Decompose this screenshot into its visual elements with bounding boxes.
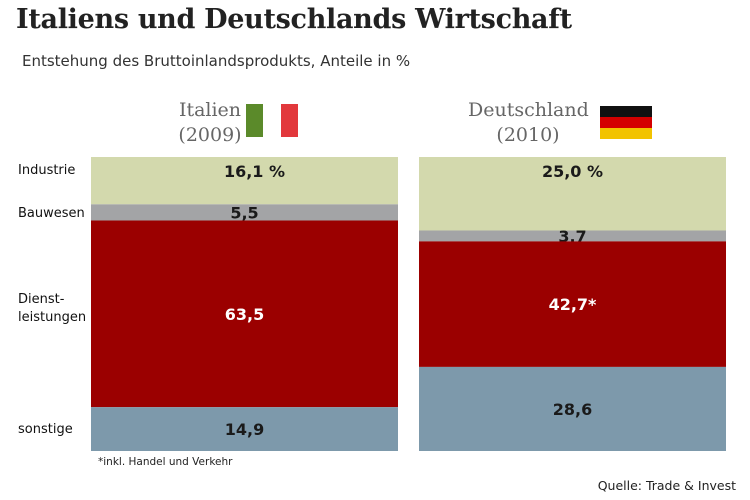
bar-segment-sonstige-1 — [419, 366, 726, 451]
country-header-deutschland: Deutschland (2010) — [468, 98, 589, 148]
data-label-dienstleistungen-0: 63,5 — [225, 305, 264, 324]
row-label-sonstige: sonstige — [18, 422, 73, 437]
data-label-dienstleistungen-1: 42,7* — [549, 295, 597, 314]
chart-title: Italiens und Deutschlands Wirtschaft — [16, 4, 572, 35]
row-label-dienstleistungen: Dienst- leistungen — [18, 292, 87, 325]
source-note: Quelle: Trade & Invest — [597, 478, 736, 493]
row-label-bauwesen: Bauwesen — [18, 206, 85, 221]
row-label-industrie: Industrie — [18, 163, 76, 178]
bar-segment-sonstige-0 — [91, 407, 398, 451]
data-label-industrie-0: 16,1 % — [224, 162, 285, 181]
data-label-sonstige-0: 14,9 — [225, 420, 264, 439]
bar-segment-bauwesen-0 — [91, 204, 398, 221]
bar-segment-bauwesen-1 — [419, 230, 726, 242]
data-label-sonstige-1: 28,6 — [553, 400, 592, 419]
bar-segment-industrie-0 — [91, 157, 398, 205]
bar-segment-dienstleistungen-0 — [91, 220, 398, 408]
country-year: (2010) — [496, 124, 560, 146]
bar-segment-dienstleistungen-1 — [419, 241, 726, 367]
country-name: Deutschland — [468, 99, 589, 121]
bar-segment-industrie-1 — [419, 157, 726, 231]
italy-flag-icon — [246, 104, 298, 137]
country-year: (2009) — [178, 124, 242, 146]
data-label-bauwesen-1: 3,7 — [558, 227, 586, 246]
footnote: *inkl. Handel und Verkehr — [98, 456, 233, 468]
data-label-industrie-1: 25,0 % — [542, 162, 603, 181]
data-label-bauwesen-0: 5,5 — [230, 203, 258, 222]
germany-flag-icon — [600, 106, 652, 139]
chart-subtitle: Entstehung des Bruttoinlandsprodukts, An… — [22, 52, 411, 70]
country-name: Italien — [178, 99, 242, 121]
country-header-italien: Italien (2009) — [170, 98, 250, 148]
